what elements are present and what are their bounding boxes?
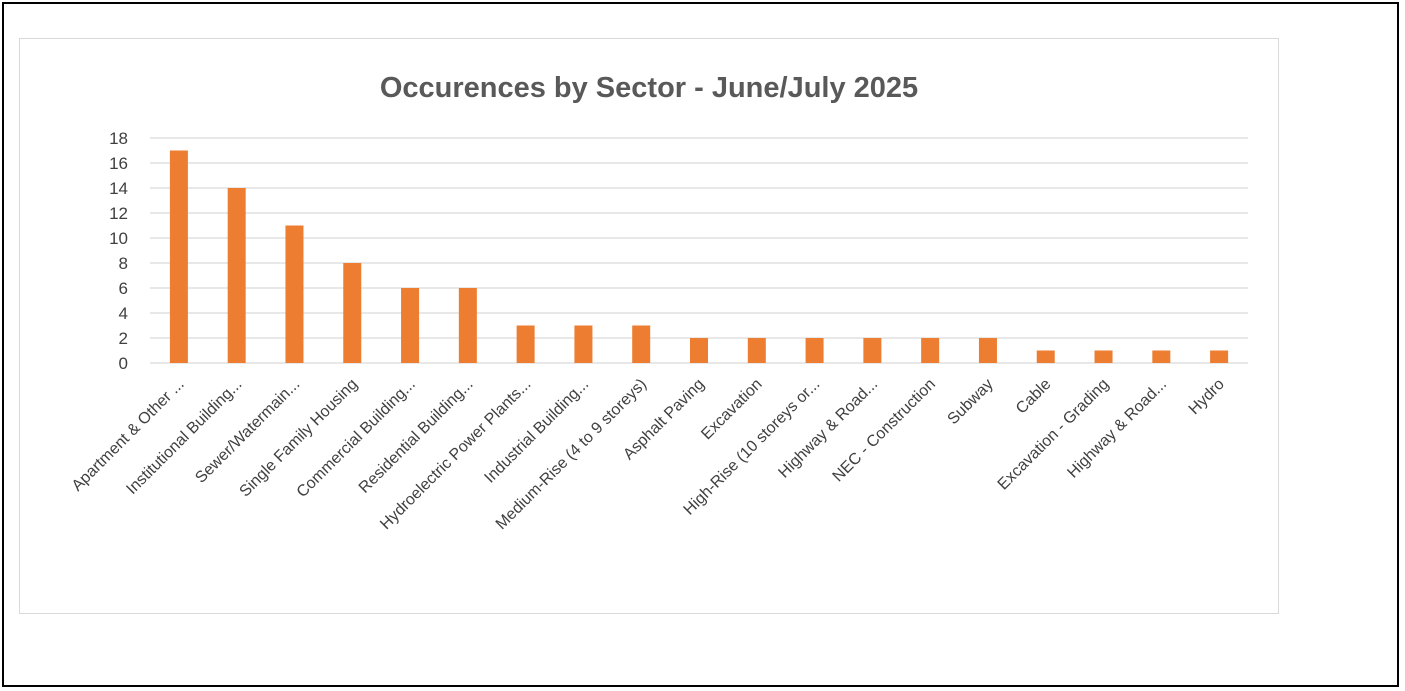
x-tick-label: NEC - Construction xyxy=(830,376,939,485)
bar xyxy=(1152,350,1171,363)
y-tick-label: 12 xyxy=(109,204,128,223)
x-axis-ticks: Apartment & Other ...Institutional Build… xyxy=(69,376,1228,533)
x-tick-label: Institutional Building... xyxy=(123,376,245,498)
x-tick-label: Highway & Road... xyxy=(1064,376,1170,482)
y-tick-label: 8 xyxy=(119,254,128,273)
bar xyxy=(401,288,420,363)
x-tick-label: Highway & Road... xyxy=(775,376,881,482)
y-tick-label: 2 xyxy=(119,329,128,348)
y-tick-label: 16 xyxy=(109,154,128,173)
x-tick-label: Commercial Building... xyxy=(294,376,419,501)
x-tick-label: Sewer/Watermain... xyxy=(192,376,303,487)
bar xyxy=(863,338,882,363)
y-tick-label: 10 xyxy=(109,229,128,248)
x-tick-label: Hydro xyxy=(1186,376,1228,418)
bar xyxy=(1210,350,1229,363)
bars xyxy=(169,150,1229,363)
bar xyxy=(805,338,824,363)
bar xyxy=(343,263,362,363)
bar xyxy=(516,325,535,363)
bar xyxy=(169,150,188,363)
x-tick-label: Residential Building... xyxy=(356,376,477,497)
y-tick-label: 18 xyxy=(109,129,128,148)
gridlines xyxy=(150,137,1248,364)
y-tick-label: 4 xyxy=(119,304,128,323)
y-tick-label: 6 xyxy=(119,279,128,298)
bar xyxy=(458,288,477,363)
bar xyxy=(747,338,766,363)
x-tick-label: Apartment & Other ... xyxy=(69,376,188,495)
bar xyxy=(574,325,593,363)
x-tick-label: Industrial Building... xyxy=(481,376,592,487)
bar xyxy=(632,325,651,363)
bar xyxy=(285,225,304,363)
chart-title: Occurences by Sector - June/July 2025 xyxy=(380,72,918,104)
x-tick-label: Subway xyxy=(945,376,997,428)
x-tick-label: Cable xyxy=(1013,376,1055,418)
y-axis-ticks: 0 2 4 6 8 10 12 14 16 18 xyxy=(109,129,128,373)
bar xyxy=(921,338,940,363)
bar xyxy=(978,338,997,363)
y-tick-label: 14 xyxy=(109,179,128,198)
x-tick-label: Excavation - Grading xyxy=(995,376,1113,494)
bar xyxy=(1036,350,1055,363)
y-tick-label: 0 xyxy=(119,354,128,373)
x-tick-label: Single Family Housing xyxy=(237,376,362,501)
bar xyxy=(690,338,708,363)
bar xyxy=(227,188,246,363)
bar xyxy=(1094,350,1113,363)
